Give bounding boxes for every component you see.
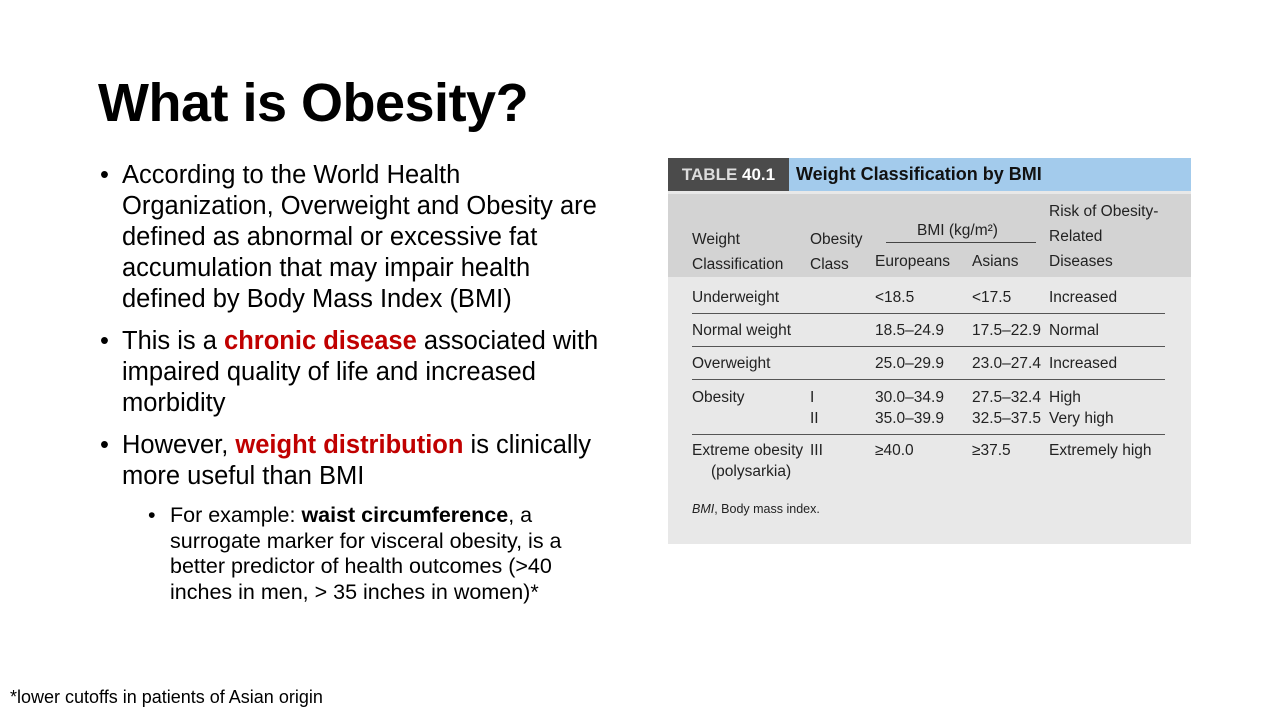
cell: Extremely high — [1049, 442, 1152, 459]
bmi-table: TABLE 40.1 Weight Classification by BMI … — [668, 158, 1191, 544]
cell: Underweight — [692, 289, 780, 306]
table-header-bar: TABLE 40.1 Weight Classification by BMI — [668, 158, 1191, 191]
row-divider — [692, 379, 1165, 380]
cell: ≥37.5 — [972, 442, 1011, 459]
cell: <18.5 — [875, 289, 915, 306]
table-label-prefix: TABLE — [681, 165, 743, 184]
header-europeans: Europeans — [875, 253, 950, 270]
bullet-weight-distribution: However, weight distribution is clinical… — [100, 430, 600, 492]
cell: 25.0–29.9 — [875, 355, 944, 372]
footnote: *lower cutoffs in patients of Asian orig… — [10, 687, 323, 707]
text: associated with impaired quality of life… — [122, 327, 599, 417]
header-obesity: Obesity — [810, 231, 863, 248]
header-class: Class — [810, 256, 849, 273]
cell: Normal — [1049, 322, 1099, 339]
sub-bullet-waist: For example: waist circumference, a surr… — [148, 503, 590, 605]
note-abbr: BMI — [692, 502, 715, 516]
text: is clinically more useful than BMI — [122, 431, 591, 490]
cell: 17.5–22.9 — [972, 322, 1041, 339]
cell: Increased — [1049, 355, 1118, 372]
row-divider — [692, 346, 1165, 347]
cell: 23.0–27.4 — [972, 355, 1041, 372]
header-risk: Risk of Obesity- — [1049, 203, 1159, 220]
bold-waist-circumference: waist circumference — [301, 503, 509, 527]
table-label: TABLE 40.1 — [668, 158, 789, 191]
header-classification: Classification — [692, 256, 784, 273]
header-weight: Weight — [692, 231, 740, 248]
bullet-list: According to the World Health Organizati… — [100, 160, 600, 605]
cell: Increased — [1049, 289, 1118, 306]
text: This is a — [122, 327, 225, 355]
cell: Extreme obesity — [692, 442, 804, 459]
row-divider — [692, 434, 1165, 435]
header-bmi: BMI (kg/m²) — [917, 222, 998, 239]
cell: Very high — [1049, 410, 1114, 427]
text: , a surrogate marker for visceral obesit… — [170, 503, 562, 604]
cell: 30.0–34.9 — [875, 389, 944, 406]
bullet-chronic-disease: This is a chronic disease associated wit… — [100, 326, 600, 419]
header-asians: Asians — [972, 253, 1019, 270]
table-note: BMI, Body mass index. — [692, 502, 820, 516]
cell: 18.5–24.9 — [875, 322, 944, 339]
text: For example: — [170, 503, 302, 527]
cell: I — [810, 389, 815, 406]
cell: 32.5–37.5 — [972, 410, 1041, 427]
cell: <17.5 — [972, 289, 1012, 306]
bmi-group-rule — [886, 242, 1036, 243]
cell: 27.5–32.4 — [972, 389, 1041, 406]
cell: High — [1049, 389, 1081, 406]
slide-title: What is Obesity? — [98, 73, 529, 133]
cell: II — [810, 410, 819, 427]
table-number: 40.1 — [742, 165, 776, 184]
cell: Normal weight — [692, 322, 792, 339]
cell: III — [810, 442, 823, 459]
highlight-weight-distribution: weight distribution — [235, 431, 464, 459]
header-diseases: Diseases — [1049, 253, 1113, 270]
cell: Overweight — [692, 355, 771, 372]
cell: 35.0–39.9 — [875, 410, 944, 427]
cell: (polysarkia) — [711, 463, 792, 480]
bullet-who-definition: According to the World Health Organizati… — [100, 160, 600, 315]
table-title: Weight Classification by BMI — [789, 158, 1191, 191]
header-related: Related — [1049, 228, 1103, 245]
text: However, — [122, 431, 236, 459]
highlight-chronic-disease: chronic disease — [224, 327, 417, 355]
cell: Obesity — [692, 389, 745, 406]
row-divider — [692, 313, 1165, 314]
column-headers: Weight Classification Obesity Class BMI … — [668, 194, 1191, 277]
note-text: , Body mass index. — [714, 502, 820, 516]
cell: ≥40.0 — [875, 442, 914, 459]
